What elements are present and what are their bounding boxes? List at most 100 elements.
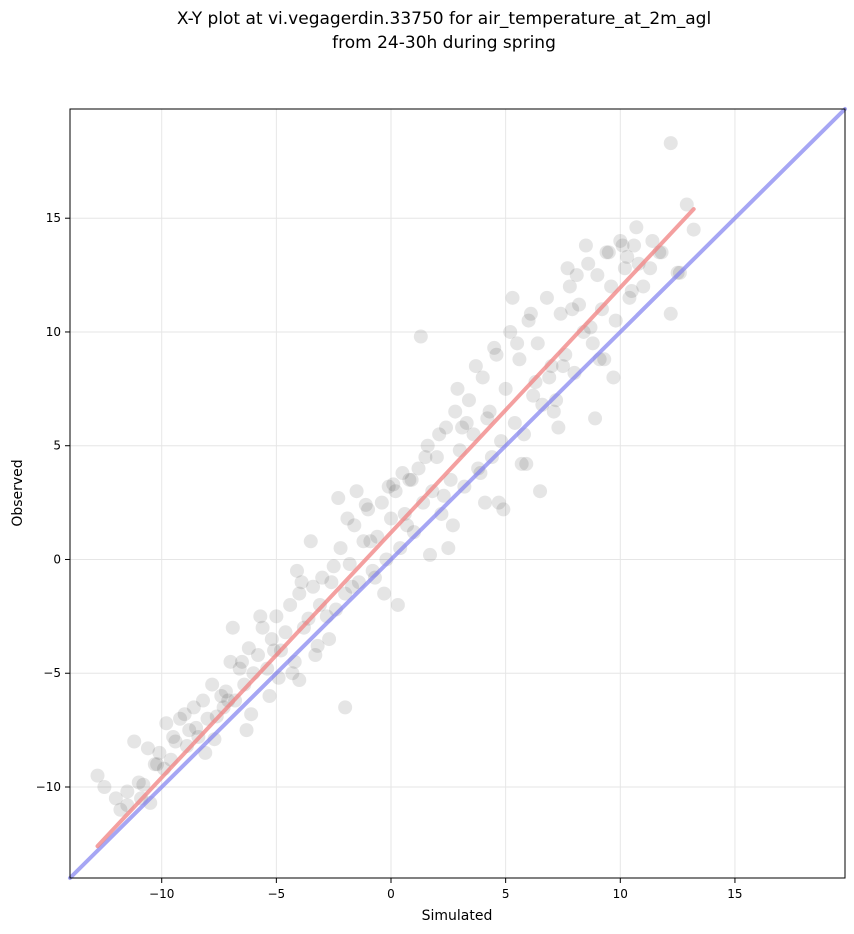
- y-axis-ticks: −10 −5 0 5 10 15: [36, 211, 70, 794]
- data-point-131: [308, 648, 323, 663]
- data-point-154: [262, 688, 277, 703]
- data-point-188: [643, 261, 658, 276]
- data-point-108: [599, 245, 614, 260]
- data-point-192: [358, 497, 373, 512]
- data-point-180: [422, 547, 437, 562]
- data-point-34: [260, 661, 275, 676]
- x-tick-label-4: 10: [613, 887, 628, 901]
- data-point-59: [374, 495, 389, 510]
- data-point-117: [645, 233, 660, 248]
- y-tick-label-2: 0: [53, 552, 61, 566]
- data-point-24: [214, 688, 229, 703]
- data-point-100: [562, 279, 577, 294]
- y-tick-label-1: −5: [43, 666, 61, 680]
- x-axis-label: Simulated: [422, 908, 493, 924]
- data-point-67: [411, 461, 426, 476]
- data-point-211: [663, 306, 678, 321]
- chart-title-line1: X-Y plot at vi.vegagerdin.33750 for air_…: [177, 9, 711, 29]
- data-point-191: [331, 491, 346, 506]
- data-point-142: [510, 336, 525, 351]
- x-tick-label-5: 15: [727, 887, 742, 901]
- data-point-177: [340, 511, 355, 526]
- data-point-48: [324, 575, 339, 590]
- data-point-202: [292, 673, 307, 688]
- data-point-102: [572, 297, 587, 312]
- data-point-138: [436, 488, 451, 503]
- data-point-11: [152, 745, 167, 760]
- data-point-62: [388, 484, 403, 499]
- data-point-64: [397, 506, 412, 521]
- data-point-145: [565, 302, 580, 317]
- y-tick-label-0: −10: [36, 780, 61, 794]
- data-point-206: [482, 404, 497, 419]
- data-point-207: [519, 456, 534, 471]
- data-point-58: [370, 529, 385, 544]
- data-point-0: [90, 768, 105, 783]
- data-point-148: [620, 249, 635, 264]
- data-point-98: [553, 306, 568, 321]
- data-point-36: [269, 609, 284, 624]
- y-tick-label-4: 10: [46, 325, 61, 339]
- data-point-33: [255, 620, 270, 635]
- data-point-190: [303, 534, 318, 549]
- data-point-41: [292, 586, 307, 601]
- data-point-135: [381, 479, 396, 494]
- data-point-95: [539, 290, 554, 305]
- regression-line: [95, 207, 696, 849]
- data-point-183: [505, 290, 520, 305]
- data-point-106: [590, 268, 605, 283]
- data-point-166: [597, 352, 612, 367]
- data-point-26: [223, 654, 238, 669]
- data-point-182: [478, 495, 493, 510]
- data-point-137: [418, 450, 433, 465]
- data-point-88: [507, 415, 522, 430]
- data-point-1: [97, 779, 112, 794]
- data-point-45: [310, 638, 325, 653]
- data-point-158: [377, 586, 392, 601]
- data-point-113: [622, 290, 637, 305]
- data-point-10: [147, 757, 162, 772]
- data-point-132: [326, 559, 341, 574]
- data-point-105: [585, 336, 600, 351]
- data-point-20: [195, 693, 210, 708]
- fit-lines: [68, 107, 847, 880]
- data-point-201: [606, 370, 621, 385]
- data-point-126: [225, 620, 240, 635]
- data-point-134: [363, 534, 378, 549]
- x-tick-label-0: −10: [149, 887, 174, 901]
- x-tick-label-2: 0: [387, 887, 395, 901]
- data-point-82: [480, 411, 495, 426]
- data-point-194: [413, 329, 428, 344]
- data-point-181: [450, 381, 465, 396]
- data-point-28: [232, 661, 247, 676]
- data-point-133: [345, 579, 360, 594]
- data-point-116: [636, 279, 651, 294]
- data-point-7: [136, 777, 151, 792]
- data-point-75: [448, 404, 463, 419]
- data-point-162: [487, 340, 502, 355]
- data-point-15: [173, 711, 188, 726]
- data-point-164: [542, 370, 557, 385]
- data-point-171: [189, 720, 204, 735]
- data-point-53: [347, 518, 362, 533]
- data-point-143: [528, 375, 543, 390]
- data-point-208: [555, 359, 570, 374]
- data-point-161: [459, 415, 474, 430]
- data-point-155: [294, 575, 309, 590]
- data-point-92: [526, 388, 541, 403]
- data-point-210: [629, 220, 644, 235]
- data-point-89: [512, 352, 527, 367]
- data-point-69: [420, 438, 435, 453]
- data-point-196: [468, 359, 483, 374]
- data-point-22: [205, 677, 220, 692]
- y-tick-label-5: 15: [46, 211, 61, 225]
- data-point-73: [439, 420, 454, 435]
- data-point-6: [131, 775, 146, 790]
- data-point-61: [384, 511, 399, 526]
- data-point-123: [166, 729, 181, 744]
- data-point-200: [578, 238, 593, 253]
- data-point-104: [581, 256, 596, 271]
- x-axis-ticks: −10 −5 0 5 10 15: [149, 878, 743, 901]
- data-point-39: [283, 597, 298, 612]
